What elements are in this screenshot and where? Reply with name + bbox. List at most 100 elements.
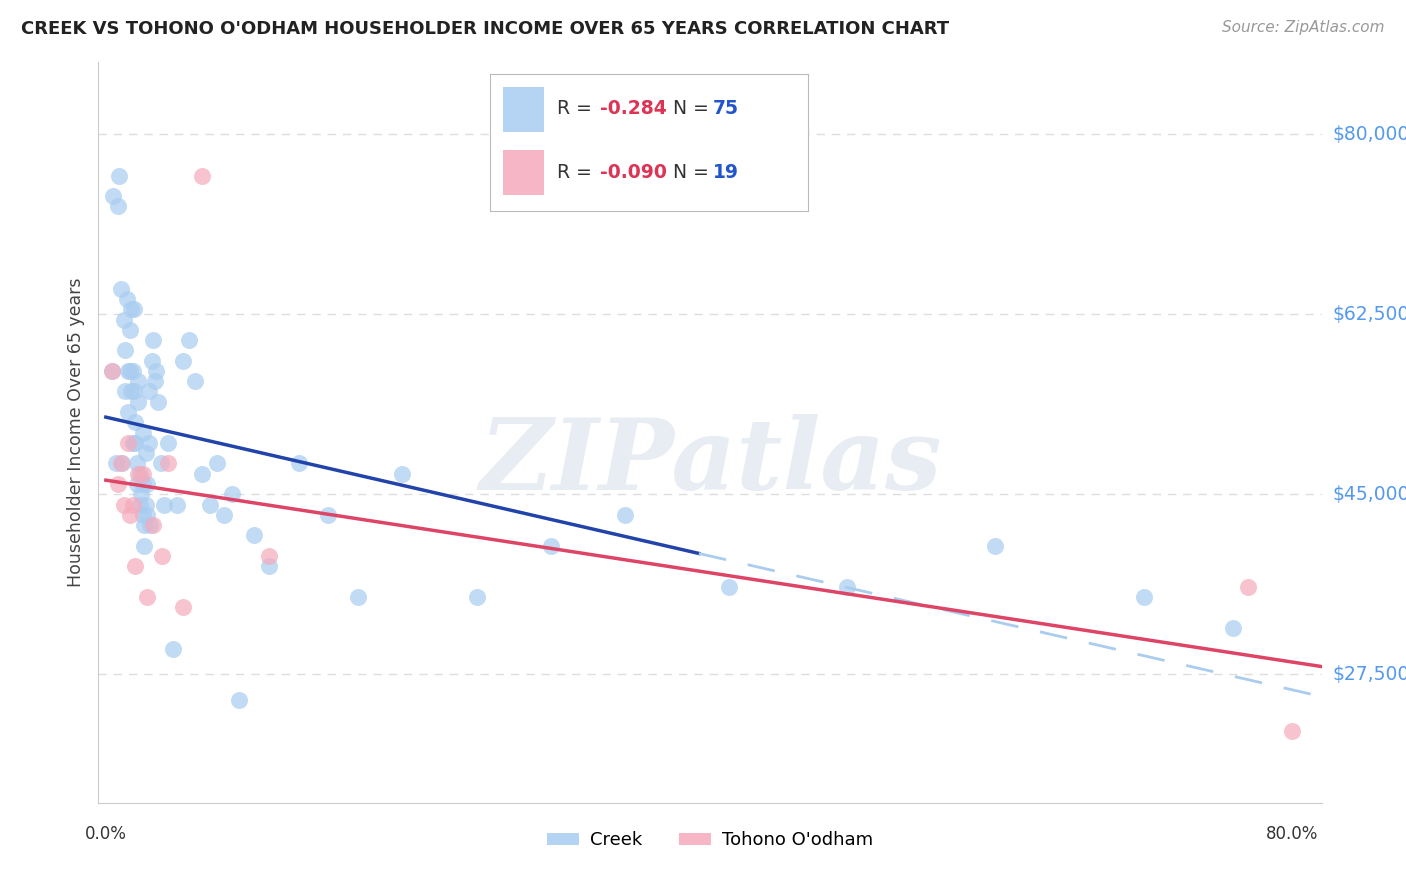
Point <box>149 457 172 471</box>
Point <box>124 559 146 574</box>
Point <box>115 292 138 306</box>
Point <box>145 364 167 378</box>
Point <box>257 549 280 563</box>
Point <box>120 302 142 317</box>
Point <box>118 364 141 378</box>
Point <box>117 364 139 378</box>
Point <box>124 415 146 429</box>
Point <box>142 333 165 347</box>
Point <box>221 487 243 501</box>
Point <box>125 457 148 471</box>
Point <box>135 446 157 460</box>
Point <box>136 477 159 491</box>
Legend: Creek, Tohono O'odham: Creek, Tohono O'odham <box>540 824 880 856</box>
Point <box>228 693 250 707</box>
Text: 80.0%: 80.0% <box>1265 825 1319 844</box>
Point <box>316 508 339 522</box>
Point <box>131 487 153 501</box>
Point <box>105 457 128 471</box>
Point <box>114 384 136 399</box>
Point <box>118 323 141 337</box>
Point <box>112 312 135 326</box>
Point <box>121 436 143 450</box>
Point <box>177 333 200 347</box>
Point <box>118 508 141 522</box>
Point <box>1222 621 1244 635</box>
Point <box>984 539 1007 553</box>
Point <box>127 374 149 388</box>
Point <box>138 384 160 399</box>
Point <box>146 394 169 409</box>
Point <box>138 436 160 450</box>
Point <box>184 374 207 388</box>
Point <box>391 467 413 481</box>
Point <box>107 477 129 491</box>
Point <box>110 457 132 471</box>
Point <box>287 457 309 471</box>
Point <box>172 353 194 368</box>
Point <box>129 467 152 481</box>
Point <box>120 384 142 399</box>
Point <box>132 425 155 440</box>
Point <box>157 436 180 450</box>
Point <box>125 477 148 491</box>
Point <box>127 467 149 481</box>
Point <box>108 169 131 183</box>
Text: $45,000: $45,000 <box>1333 485 1406 504</box>
Point <box>540 539 562 553</box>
Point <box>122 384 145 399</box>
Point <box>1236 580 1258 594</box>
Point <box>111 457 134 471</box>
Point <box>122 302 145 317</box>
Point <box>121 364 143 378</box>
Point <box>117 405 139 419</box>
Point <box>100 364 122 378</box>
Point <box>110 282 132 296</box>
Point <box>136 590 159 604</box>
Text: Source: ZipAtlas.com: Source: ZipAtlas.com <box>1222 20 1385 35</box>
Point <box>150 549 173 563</box>
Text: 0.0%: 0.0% <box>84 825 127 844</box>
Point <box>114 343 136 358</box>
Point <box>1281 723 1303 738</box>
Point <box>465 590 488 604</box>
Point <box>142 518 165 533</box>
Point <box>139 518 162 533</box>
Y-axis label: Householder Income Over 65 years: Householder Income Over 65 years <box>66 278 84 587</box>
Point <box>112 498 135 512</box>
Point <box>134 518 156 533</box>
Point <box>198 498 221 512</box>
Point <box>257 559 280 574</box>
Point <box>214 508 236 522</box>
Point <box>613 508 636 522</box>
Text: $27,500: $27,500 <box>1333 665 1406 684</box>
Text: CREEK VS TOHONO O'ODHAM HOUSEHOLDER INCOME OVER 65 YEARS CORRELATION CHART: CREEK VS TOHONO O'ODHAM HOUSEHOLDER INCO… <box>21 20 949 37</box>
Point <box>132 477 155 491</box>
Point <box>129 498 152 512</box>
Point <box>191 467 214 481</box>
Point <box>162 641 184 656</box>
Point <box>141 353 163 368</box>
Text: ZIPatlas: ZIPatlas <box>479 414 941 510</box>
Point <box>205 457 228 471</box>
Point <box>347 590 370 604</box>
Point <box>172 600 194 615</box>
Point <box>132 467 155 481</box>
Point <box>124 436 146 450</box>
Point <box>166 498 188 512</box>
Point <box>1132 590 1154 604</box>
Point <box>191 169 214 183</box>
Point <box>100 364 122 378</box>
Point <box>121 498 143 512</box>
Text: $62,500: $62,500 <box>1333 305 1406 324</box>
Point <box>837 580 859 594</box>
Point <box>143 374 166 388</box>
Point <box>157 457 180 471</box>
Point <box>134 539 156 553</box>
Point <box>132 508 155 522</box>
Point <box>107 199 129 213</box>
Point <box>243 528 266 542</box>
Point <box>136 508 159 522</box>
Point <box>135 498 157 512</box>
Point <box>152 498 174 512</box>
